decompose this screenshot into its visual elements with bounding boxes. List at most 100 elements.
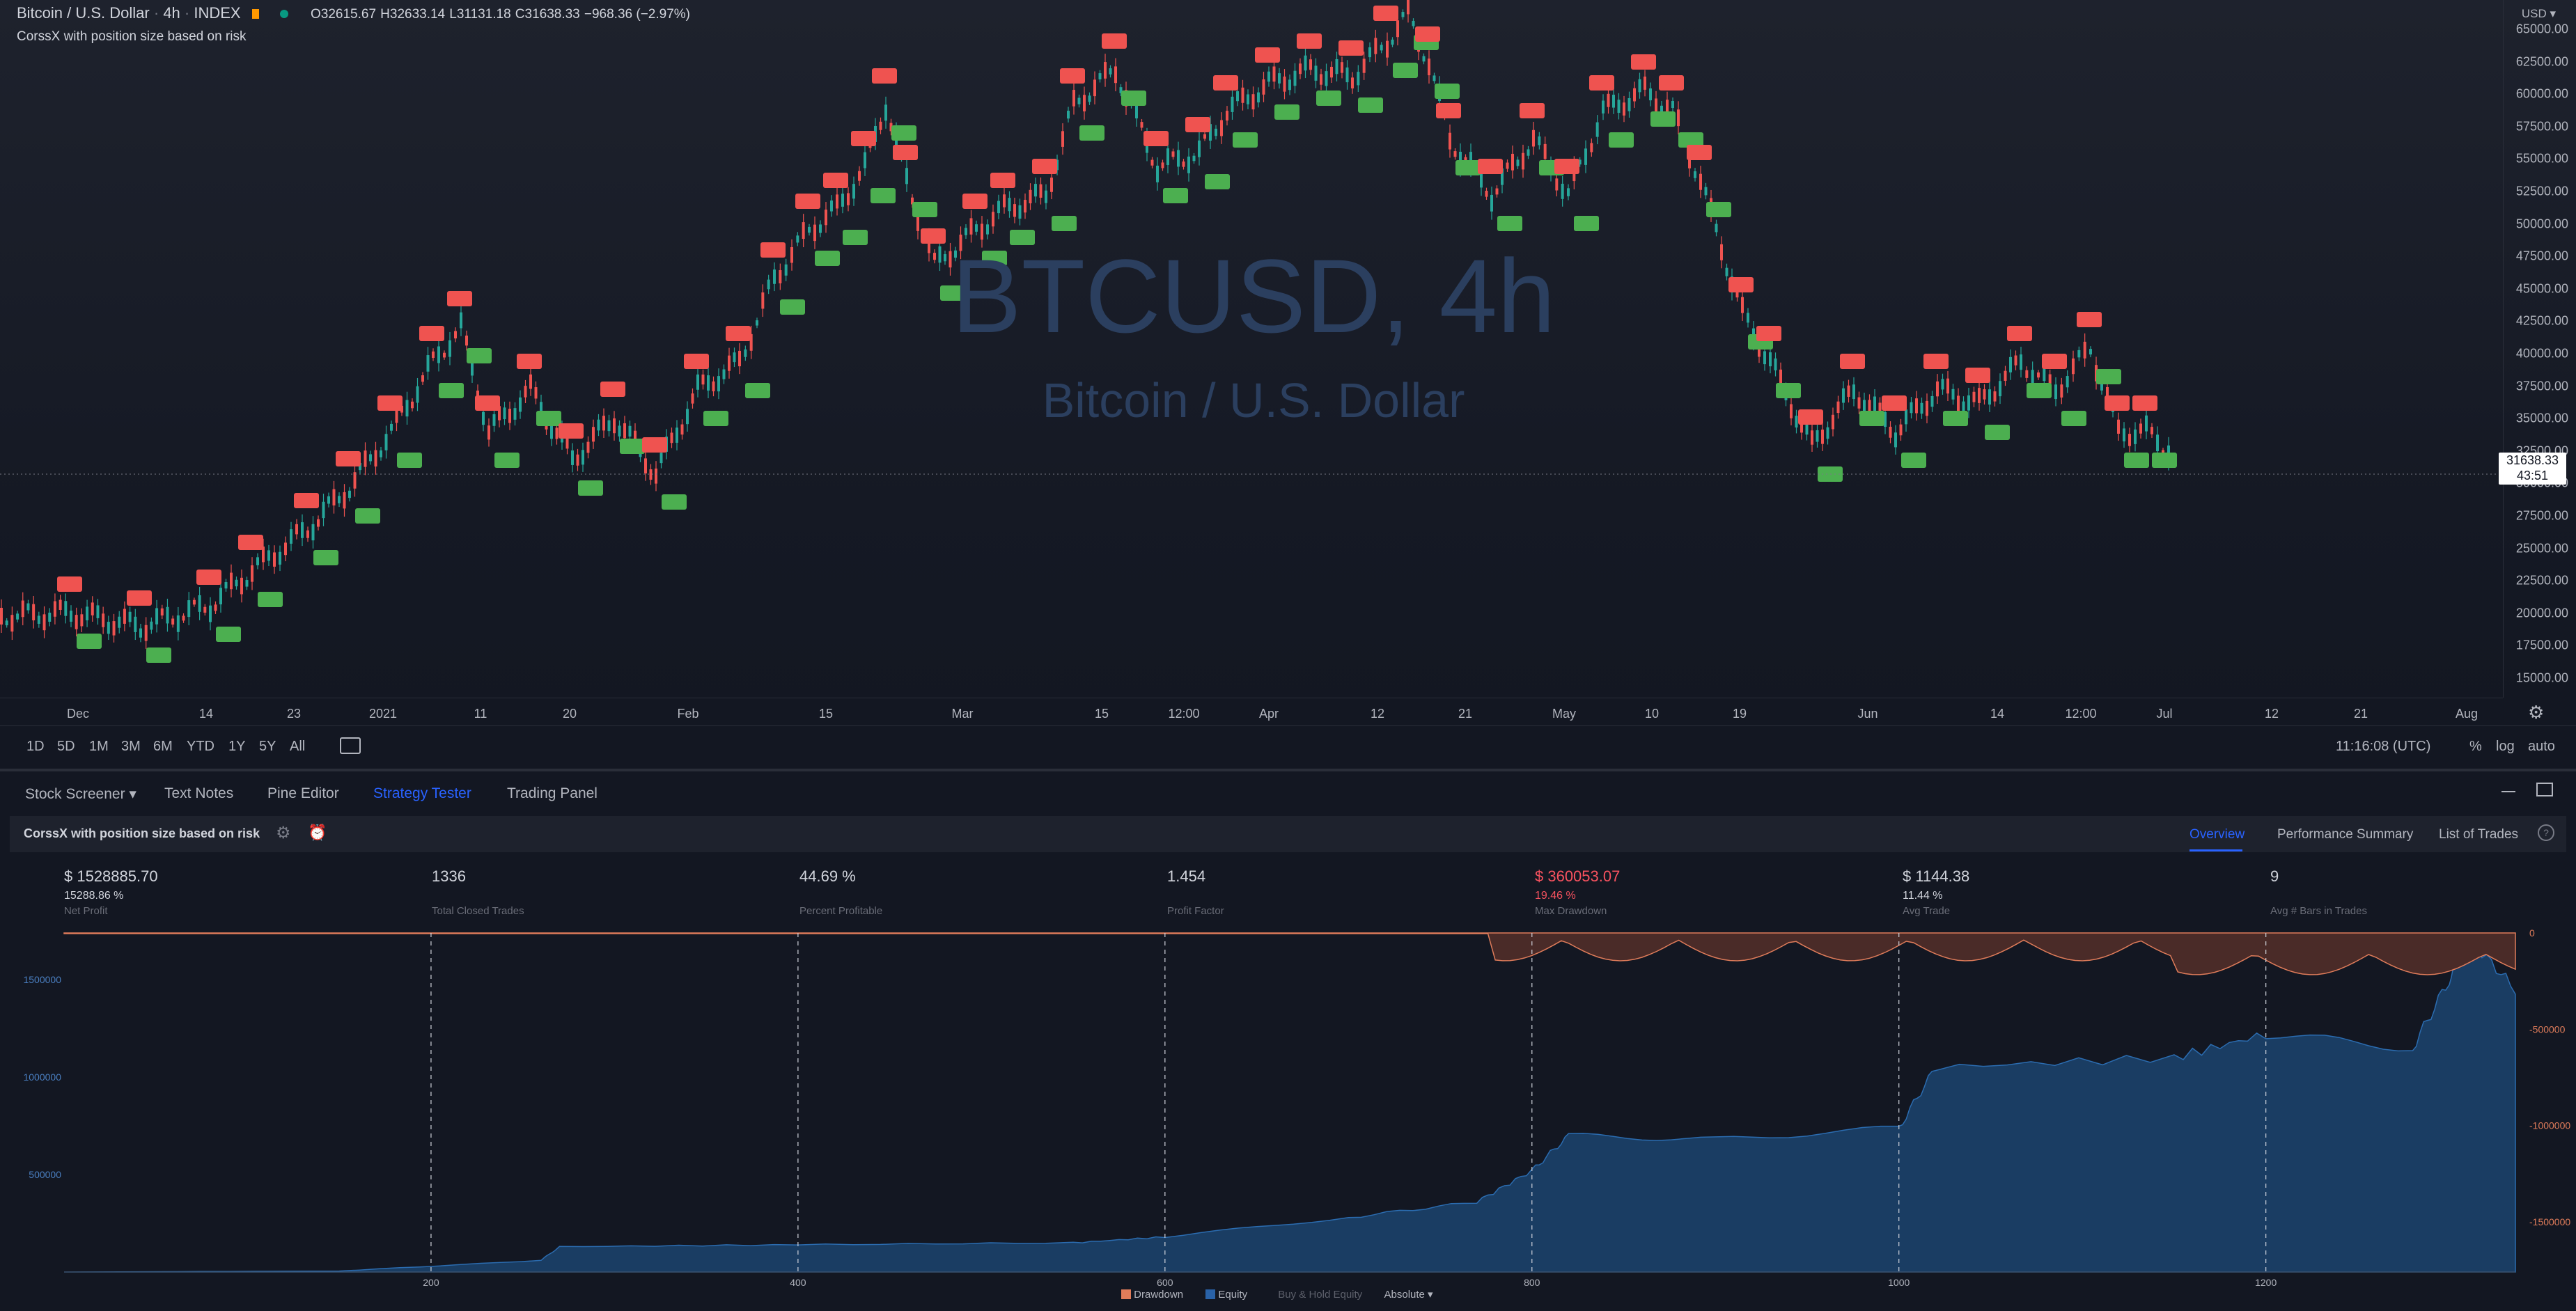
drawdown-swatch[interactable] [1121,1289,1131,1299]
price-chart-canvas[interactable] [0,0,2503,698]
indicator-title[interactable]: CorssX with position size based on risk [17,29,247,44]
buy-signal-marker [871,188,896,203]
price-chart-pane[interactable]: BTCUSD, 4h Bitcoin / U.S. Dollar Bitcoin… [0,0,2576,723]
strategy-header: CorssX with position size based on risk … [10,816,2566,852]
sell-signal-marker [2077,312,2102,327]
sell-signal-marker [1478,159,1503,174]
timeframe-ytd[interactable]: YTD [187,739,214,754]
tab-list-of-trades[interactable]: List of Trades [2439,827,2519,842]
legend-equity[interactable]: Equity [1218,1289,1248,1301]
sell-signal-marker [1659,75,1684,91]
sell-signal-marker [684,354,709,369]
buy-signal-marker [2152,453,2177,468]
symbol-title[interactable]: Bitcoin / U.S. Dollar [17,4,150,22]
tab-stock-screener[interactable]: Stock Screener ▾ [25,786,136,802]
price-tick: 50000.00 [2515,217,2568,231]
time-axis[interactable]: Dec 14 23 2021 11 20 Feb 15 Mar 15 12:00 Apr 12 21 May… [0,698,2503,726]
buy-signal-marker [1393,63,1418,78]
time-tick: 12 [2264,707,2279,721]
timeframe-1y[interactable]: 1Y [228,739,246,754]
percent-toggle[interactable]: % [2469,739,2482,754]
sell-signal-marker [1102,33,1127,49]
stat-label: Profit Factor [1167,905,1224,917]
stat-avg-trade: $ 1144.38 11.44 % Avg Trade [1903,868,1969,917]
tab-strategy-tester[interactable]: Strategy Tester [373,785,471,801]
last-price-label: 31638.33 43:51 [2499,453,2566,485]
timeframe-all[interactable]: All [290,739,306,754]
legend-drawdown[interactable]: Drawdown [1134,1289,1184,1301]
price-tick: 65000.00 [2515,22,2568,36]
time-tick: 12:00 [1168,707,1200,721]
buy-signal-marker [1233,132,1258,148]
buy-signal-marker [1205,174,1230,189]
equity-swatch[interactable] [1205,1289,1216,1299]
minimize-panel-icon[interactable] [2501,791,2515,792]
buy-signal-marker [703,411,728,426]
sell-signal-marker [2105,395,2130,411]
buy-signal-marker [1435,84,1460,99]
time-tick: 21 [1458,707,1473,721]
chevron-down-icon: ▾ [129,786,136,802]
tab-trading-panel[interactable]: Trading Panel [507,785,598,801]
stat-value: 1336 [432,868,466,885]
price-axis[interactable]: USD ▾ 65000.00 62500.00 60000.00 57500.00 55… [2503,0,2576,698]
price-tick: 55000.00 [2515,151,2568,166]
price-tick: 37500.00 [2515,379,2568,393]
mode-selector[interactable]: Absolute ▾ [1384,1289,1433,1301]
sell-signal-marker [1589,75,1614,91]
interval-label[interactable]: 4h [163,4,180,22]
sell-signal-marker [377,395,403,411]
legend-buy-hold[interactable]: Buy & Hold Equity [1278,1289,1363,1301]
currency-selector[interactable]: USD ▾ [2521,7,2556,20]
timeframe-1m[interactable]: 1M [89,739,109,754]
time-tick: Jul [2156,707,2173,721]
timeframe-5y[interactable]: 5Y [259,739,276,754]
sell-signal-marker [872,68,897,84]
tab-pine-editor[interactable]: Pine Editor [267,785,339,801]
sell-signal-marker [1255,47,1280,63]
log-toggle[interactable]: log [2496,739,2515,754]
strategy-name: CorssX with position size based on risk [24,826,260,840]
buy-signal-marker [2061,411,2086,426]
tab-performance-summary[interactable]: Performance Summary [2277,827,2414,842]
ohlc-low: L31131.18 [449,7,511,22]
chart-settings-icon[interactable]: ⚙ [2528,702,2545,723]
drawdown-axis-label: -500000 [2529,1023,2566,1035]
tab-overview[interactable]: Overview [2189,827,2245,842]
timeframe-5d[interactable]: 5D [57,739,75,754]
buy-signal-marker [1274,104,1299,120]
strategy-alert-icon[interactable]: ⏰ [308,824,327,841]
help-icon[interactable]: ? [2538,824,2554,841]
sell-signal-marker [1415,26,1440,42]
sell-signal-marker [642,437,667,453]
timeframe-3m[interactable]: 3M [121,739,141,754]
price-tick: 35000.00 [2515,411,2568,425]
symbol-watermark: BTCUSD, 4h Bitcoin / U.S. Dollar [836,244,1671,428]
buy-signal-marker [355,508,380,524]
time-tick: 11 [474,707,487,721]
buy-signal-marker [1678,132,1703,148]
sell-signal-marker [419,326,444,341]
buy-signal-marker [439,383,464,398]
equity-chart[interactable]: 1500000 1000000 500000 0 -500000 -1000000 -150… [0,919,2576,1288]
timeframe-1d[interactable]: 1D [26,739,45,754]
flag-icon[interactable] [251,9,259,19]
timeframe-6m[interactable]: 6M [153,739,173,754]
equity-area[interactable] [63,936,2516,1273]
sell-signal-marker [447,291,472,306]
stat-label: Net Profit [64,905,108,917]
auto-toggle[interactable]: auto [2528,739,2555,754]
utc-clock[interactable]: 11:16:08 (UTC) [2336,739,2431,754]
buy-signal-marker [780,299,805,315]
stat-percent: 15288.86 % [64,890,124,902]
buy-signal-marker [1985,425,2010,440]
buy-signal-marker [1609,132,1634,148]
sell-signal-marker [1923,354,1949,369]
goto-date-icon[interactable] [340,737,361,754]
drawdown-axis-label: -1000000 [2529,1120,2570,1131]
strategy-settings-icon[interactable]: ⚙ [276,824,291,842]
drawdown-area[interactable] [63,932,2516,975]
tab-text-notes[interactable]: Text Notes [164,785,234,801]
time-tick: 14 [198,707,214,721]
maximize-panel-icon[interactable] [2536,783,2553,796]
